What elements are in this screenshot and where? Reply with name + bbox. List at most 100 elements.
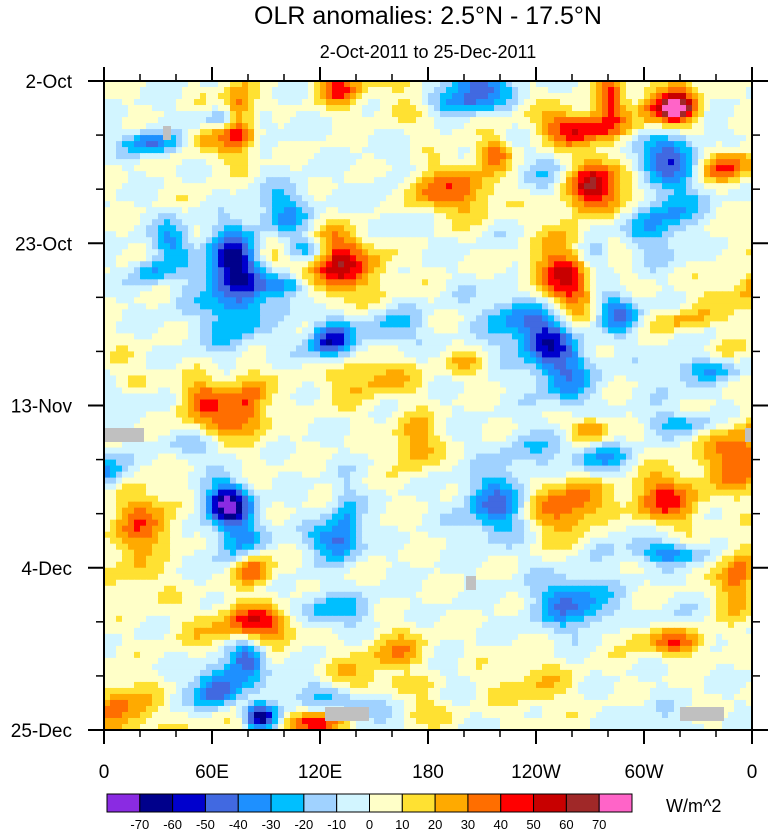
heatmap-cell	[422, 183, 429, 190]
heatmap-cell	[668, 123, 675, 130]
heatmap-cell	[446, 183, 453, 190]
heatmap-cell	[266, 93, 273, 100]
heatmap-cell	[176, 123, 183, 130]
heatmap-cell	[716, 159, 723, 166]
heatmap-cell	[638, 285, 645, 292]
heatmap-cell	[356, 171, 363, 178]
heatmap-cell	[194, 231, 201, 238]
heatmap-cell	[248, 345, 255, 353]
heatmap-cell	[206, 297, 213, 304]
heatmap-cell	[326, 147, 333, 154]
heatmap-cell	[350, 297, 357, 304]
heatmap-cell	[626, 219, 633, 226]
heatmap-cell	[134, 297, 141, 304]
heatmap-cell	[710, 261, 717, 268]
heatmap-cell	[578, 195, 585, 202]
heatmap-cell	[692, 249, 699, 256]
heatmap-cell	[248, 207, 255, 214]
heatmap-cell	[578, 327, 585, 334]
heatmap-cell	[206, 99, 213, 106]
heatmap-cell	[668, 309, 675, 316]
heatmap-cell	[554, 165, 561, 172]
heatmap-cell	[122, 291, 129, 298]
heatmap-cell	[134, 111, 141, 118]
heatmap-cell	[434, 87, 441, 94]
heatmap-cell	[512, 225, 519, 232]
heatmap-cell	[476, 249, 483, 256]
heatmap-cell	[740, 255, 747, 262]
heatmap-cell	[542, 321, 549, 328]
heatmap-cell	[440, 123, 447, 130]
heatmap-cell	[260, 255, 267, 262]
heatmap-cell	[482, 273, 489, 280]
heatmap-cell	[602, 159, 609, 166]
heatmap-cell	[140, 279, 147, 286]
heatmap-cell	[746, 333, 753, 340]
heatmap-cell	[314, 141, 321, 148]
heatmap-cell	[284, 171, 291, 178]
heatmap-cell	[692, 267, 699, 274]
heatmap-cell	[710, 207, 717, 214]
heatmap-cell	[710, 141, 717, 148]
heatmap-cell	[188, 357, 195, 365]
heatmap-cell	[722, 225, 729, 232]
heatmap-cell	[632, 291, 639, 298]
heatmap-cell	[644, 159, 651, 166]
heatmap-cell	[278, 351, 285, 359]
heatmap-cell	[512, 255, 519, 262]
heatmap-cell	[722, 111, 729, 118]
heatmap-cell	[710, 249, 717, 256]
heatmap-cell	[704, 117, 711, 124]
heatmap-cell	[650, 189, 657, 196]
heatmap-cell	[116, 111, 123, 118]
heatmap-cell	[428, 171, 435, 178]
heatmap-cell	[458, 225, 465, 232]
heatmap-cell	[410, 81, 417, 88]
heatmap-cell	[332, 105, 339, 112]
heatmap-cell	[470, 345, 477, 353]
heatmap-cell	[302, 87, 309, 94]
heatmap-cell	[680, 141, 687, 148]
heatmap-cell	[644, 81, 651, 88]
heatmap-cell	[584, 123, 591, 130]
heatmap-cell	[518, 267, 525, 274]
heatmap-cell	[728, 171, 735, 178]
heatmap-cell	[638, 177, 645, 184]
heatmap-cell	[374, 195, 381, 202]
heatmap-cell	[662, 309, 669, 316]
heatmap-cell	[380, 261, 387, 268]
heatmap-cell	[524, 159, 531, 166]
heatmap-cell	[350, 267, 357, 274]
heatmap-cell	[386, 141, 393, 148]
heatmap-cell	[374, 237, 381, 244]
heatmap-cell	[212, 231, 219, 238]
heatmap-cell	[644, 195, 651, 202]
heatmap-cell	[380, 159, 387, 166]
heatmap-cell	[692, 219, 699, 226]
heatmap-cell	[416, 303, 423, 310]
heatmap-cell	[164, 213, 171, 220]
heatmap-cell	[470, 183, 477, 190]
heatmap-cell	[332, 273, 339, 280]
heatmap-cell	[596, 225, 603, 232]
heatmap-cell	[182, 141, 189, 148]
heatmap-cell	[362, 321, 369, 328]
heatmap-cell	[698, 231, 705, 238]
heatmap-cell	[206, 345, 213, 353]
heatmap-cell	[152, 249, 159, 256]
heatmap-cell	[176, 213, 183, 220]
heatmap-cell	[650, 303, 657, 310]
heatmap-cell	[302, 291, 309, 298]
heatmap-cell	[146, 291, 153, 298]
heatmap-cell	[284, 195, 291, 202]
heatmap-cell	[236, 135, 243, 142]
heatmap-cell	[362, 147, 369, 154]
heatmap-cell	[200, 333, 207, 340]
heatmap-cell	[116, 129, 123, 136]
heatmap-cell	[428, 99, 435, 106]
heatmap-cell	[158, 207, 165, 214]
heatmap-cell	[206, 225, 213, 232]
heatmap-cell	[482, 99, 489, 106]
heatmap-cell	[326, 303, 333, 310]
